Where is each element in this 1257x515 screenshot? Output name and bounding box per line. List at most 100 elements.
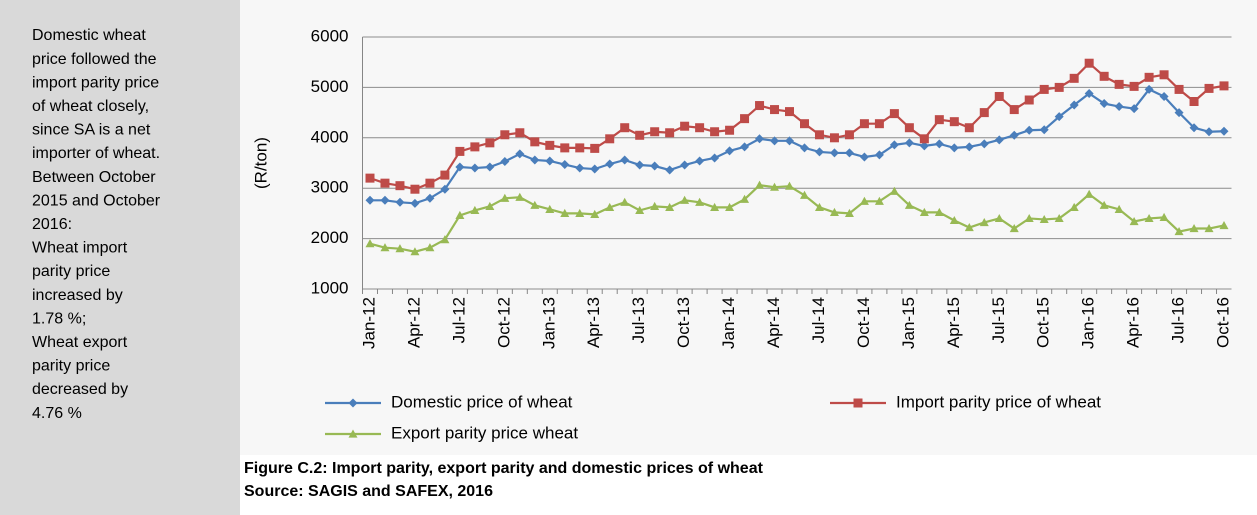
marker <box>665 202 675 211</box>
marker <box>1069 202 1079 211</box>
marker <box>934 207 944 216</box>
marker <box>650 201 660 210</box>
marker <box>485 138 495 148</box>
marker <box>515 128 525 138</box>
sidebar-background <box>0 0 240 515</box>
marker <box>620 197 630 206</box>
marker <box>605 134 615 144</box>
sidebar-text: Wheat export <box>32 334 128 351</box>
marker <box>695 156 705 166</box>
marker <box>1084 189 1094 198</box>
marker <box>949 143 959 153</box>
legend-label: Export parity price wheat <box>391 423 578 442</box>
marker <box>650 127 660 137</box>
marker <box>1159 91 1169 101</box>
marker <box>1174 227 1184 236</box>
marker <box>695 197 705 206</box>
marker <box>1054 213 1064 223</box>
marker <box>665 128 675 138</box>
marker <box>365 239 375 248</box>
x-tick-label: Apr-16 <box>1124 297 1143 348</box>
marker <box>740 114 750 124</box>
marker <box>814 130 824 140</box>
x-tick-label: Jul-15 <box>989 297 1008 343</box>
marker <box>455 210 465 220</box>
marker <box>814 202 824 211</box>
marker <box>605 202 615 211</box>
marker <box>1099 200 1109 209</box>
marker <box>470 163 480 173</box>
marker <box>904 138 914 148</box>
marker <box>949 215 959 225</box>
marker <box>755 180 765 189</box>
marker <box>380 195 390 205</box>
legend-label: Import parity price of wheat <box>896 392 1101 411</box>
marker <box>470 205 480 214</box>
sidebar-text: since SA is a net <box>32 122 151 139</box>
marker <box>710 202 720 211</box>
marker <box>410 198 420 208</box>
y-tick-label: 1000 <box>311 278 349 297</box>
marker <box>590 209 600 219</box>
marker <box>770 105 780 115</box>
y-axis-label: (R/ton) <box>251 137 270 189</box>
marker <box>530 200 540 209</box>
x-tick-label: Apr-12 <box>404 297 423 348</box>
marker <box>934 115 944 125</box>
y-tick-label: 4000 <box>311 127 349 146</box>
sidebar-text: Between October <box>32 169 156 186</box>
marker <box>650 161 660 171</box>
marker <box>859 152 869 162</box>
marker <box>979 217 989 227</box>
marker <box>455 162 465 172</box>
marker <box>575 163 585 173</box>
marker <box>635 205 645 214</box>
marker <box>785 107 795 117</box>
marker <box>1039 214 1049 224</box>
x-tick-label: Apr-15 <box>944 297 963 348</box>
marker <box>425 178 435 188</box>
marker <box>1159 70 1169 80</box>
marker <box>1114 204 1124 213</box>
marker <box>470 142 480 152</box>
marker <box>799 190 809 199</box>
marker <box>755 101 765 111</box>
series-line <box>369 88 1225 205</box>
marker <box>1129 104 1139 114</box>
x-tick-label: Oct-14 <box>854 297 873 348</box>
marker <box>1009 224 1019 233</box>
marker <box>740 142 750 152</box>
x-tick-label: Jan-13 <box>539 297 558 349</box>
marker <box>500 193 510 202</box>
marker <box>1189 224 1199 233</box>
marker <box>1219 126 1229 136</box>
marker <box>620 123 630 133</box>
sidebar-text: Domestic wheat <box>32 27 146 44</box>
marker <box>844 130 854 140</box>
marker <box>829 133 839 143</box>
marker <box>1069 73 1079 83</box>
marker <box>859 196 869 205</box>
marker <box>1069 100 1079 110</box>
marker <box>395 197 405 207</box>
sidebar-text: of wheat closely, <box>32 98 149 115</box>
marker <box>440 170 450 180</box>
marker <box>1024 213 1034 223</box>
sidebar-text: parity price <box>32 263 110 280</box>
x-tick-label: Oct-13 <box>674 297 693 348</box>
marker <box>874 196 884 205</box>
marker <box>380 178 390 188</box>
marker <box>785 181 795 190</box>
marker <box>1204 83 1214 93</box>
chart-background <box>240 0 1257 455</box>
caption-title: Figure C.2: Import parity, export parity… <box>244 460 764 477</box>
marker <box>590 143 600 153</box>
x-tick-label: Jan-16 <box>1079 297 1098 349</box>
marker <box>560 208 570 217</box>
x-tick-label: Apr-14 <box>764 297 783 348</box>
sidebar-text: importer of wheat. <box>32 145 160 162</box>
marker <box>844 148 854 158</box>
marker <box>1219 220 1229 230</box>
sidebar-text: import parity price <box>32 74 159 91</box>
